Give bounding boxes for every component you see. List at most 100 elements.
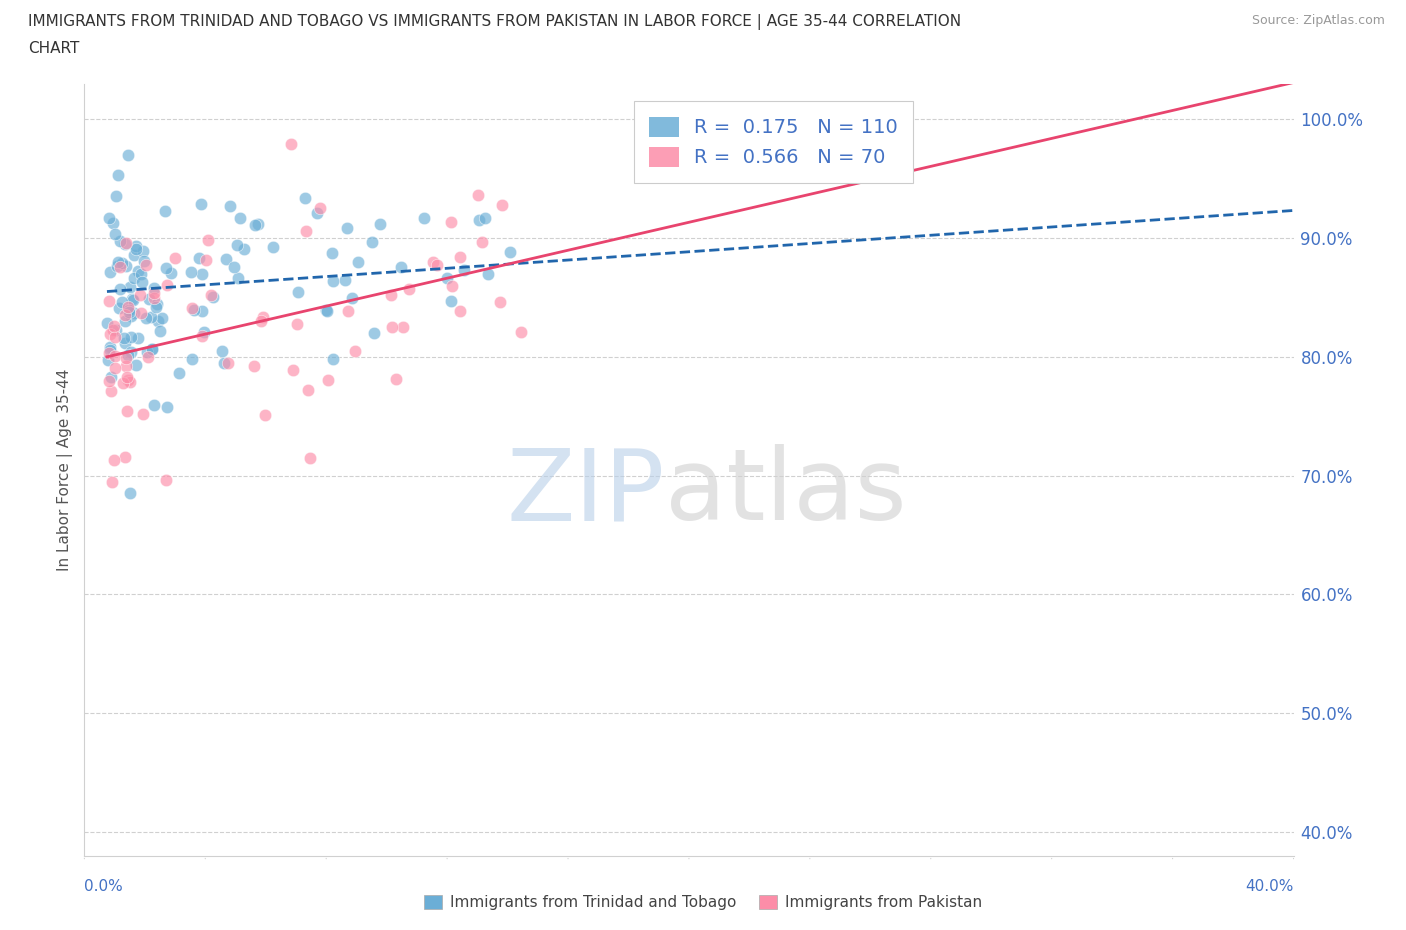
Point — [440, 278, 463, 293]
Text: ZIP: ZIP — [506, 445, 665, 541]
Y-axis label: In Labor Force | Age 35-44: In Labor Force | Age 35-44 — [58, 368, 73, 571]
Point — [98, 342, 121, 357]
Point — [315, 302, 337, 317]
Point — [440, 294, 463, 309]
Point — [118, 279, 141, 294]
Point — [100, 370, 122, 385]
Point — [132, 254, 155, 269]
Point — [120, 345, 142, 360]
Point — [120, 309, 142, 324]
Point — [115, 404, 138, 418]
Point — [440, 215, 463, 230]
Point — [467, 188, 489, 203]
Point — [229, 211, 252, 226]
Point — [142, 290, 165, 305]
Point — [191, 267, 214, 282]
Point — [125, 241, 148, 256]
Point — [217, 355, 239, 370]
Point — [190, 196, 212, 211]
Point — [114, 336, 136, 351]
Point — [436, 270, 458, 285]
Point — [121, 291, 143, 306]
Point — [132, 406, 155, 421]
Point — [142, 398, 165, 413]
Point — [380, 288, 402, 303]
Point — [361, 234, 384, 249]
Point — [101, 216, 124, 231]
Point — [190, 328, 212, 343]
Point — [107, 255, 129, 270]
Point — [127, 263, 149, 278]
Point — [117, 372, 139, 387]
Point — [453, 263, 475, 278]
Point — [299, 450, 322, 465]
Point — [294, 191, 316, 206]
Point — [108, 300, 131, 315]
Point — [118, 486, 141, 501]
Point — [510, 325, 533, 339]
Point — [336, 220, 359, 235]
Point — [337, 304, 360, 319]
Text: 40.0%: 40.0% — [1246, 879, 1294, 894]
Point — [160, 266, 183, 281]
Point — [97, 352, 120, 367]
Point — [115, 236, 138, 251]
Point — [219, 198, 242, 213]
Point — [104, 227, 127, 242]
Point — [132, 244, 155, 259]
Point — [212, 356, 235, 371]
Point — [322, 273, 344, 288]
Point — [368, 217, 391, 232]
Point — [117, 347, 139, 362]
Point — [156, 399, 179, 414]
Point — [112, 331, 135, 346]
Text: CHART: CHART — [28, 41, 80, 56]
Point — [346, 254, 368, 269]
Point — [108, 259, 131, 274]
Point — [98, 326, 121, 341]
Point — [129, 267, 152, 282]
Point — [118, 302, 141, 317]
Point — [131, 275, 153, 290]
Point — [233, 241, 256, 256]
Point — [153, 204, 176, 219]
Point — [226, 237, 249, 252]
Point — [391, 320, 413, 335]
Point — [138, 291, 160, 306]
Point — [129, 288, 152, 303]
Text: atlas: atlas — [665, 445, 907, 541]
Point — [297, 382, 319, 397]
Point — [243, 218, 266, 232]
Point — [252, 310, 274, 325]
Legend: R =  0.175   N = 110, R =  0.566   N = 70: R = 0.175 N = 110, R = 0.566 N = 70 — [634, 101, 914, 183]
Point — [191, 303, 214, 318]
Point — [222, 259, 245, 274]
Point — [114, 308, 136, 323]
Point — [280, 137, 302, 152]
Point — [101, 474, 124, 489]
Point — [287, 316, 309, 331]
Point — [491, 197, 513, 212]
Point — [105, 322, 128, 337]
Point — [114, 236, 136, 251]
Point — [104, 329, 127, 344]
Point — [149, 324, 172, 339]
Point — [141, 341, 163, 356]
Point — [146, 314, 169, 329]
Point — [467, 213, 489, 228]
Point — [180, 300, 202, 315]
Point — [200, 287, 222, 302]
Point — [135, 258, 157, 272]
Point — [167, 365, 190, 380]
Point — [344, 343, 367, 358]
Point — [287, 285, 309, 299]
Point — [489, 295, 512, 310]
Point — [201, 290, 224, 305]
Point — [117, 147, 139, 162]
Point — [110, 282, 132, 297]
Point — [105, 188, 128, 203]
Point — [146, 297, 169, 312]
Point — [98, 374, 121, 389]
Point — [107, 168, 129, 183]
Point — [449, 249, 471, 264]
